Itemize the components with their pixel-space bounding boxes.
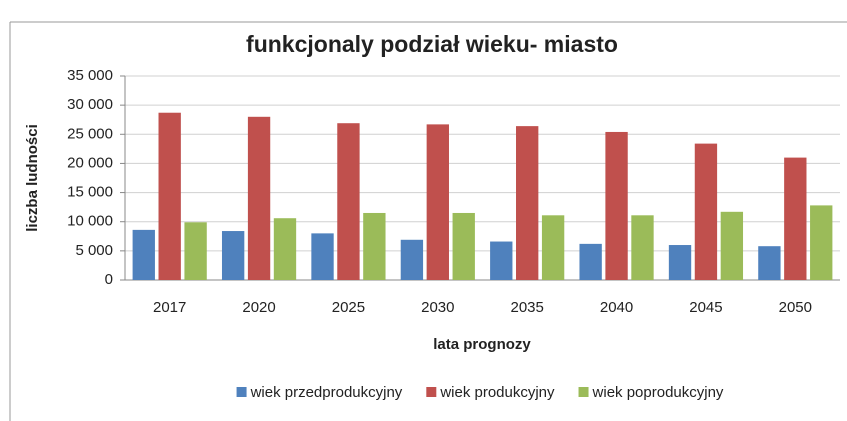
x-tick-label: 2017 (153, 299, 186, 316)
x-tick-label: 2020 (242, 299, 275, 316)
y-axis-title: liczba ludności (24, 124, 41, 232)
bar (273, 218, 297, 280)
y-tick-label: 30 000 (67, 96, 113, 113)
x-tick-label: 2030 (421, 299, 454, 316)
bar (247, 116, 271, 280)
chart-title: funkcjonaly podział wieku- miasto (246, 31, 618, 57)
bar (758, 246, 781, 280)
bar (516, 126, 539, 280)
legend-label: wiek przedprodukcyjny (250, 384, 403, 401)
y-tick-label: 5 000 (75, 242, 113, 259)
bar (605, 131, 628, 280)
bar (158, 112, 181, 280)
bar (541, 215, 565, 280)
y-tick-label: 25 000 (67, 125, 113, 142)
y-tick-label: 10 000 (67, 213, 113, 230)
bar (720, 211, 744, 280)
y-tick-label: 35 000 (67, 67, 113, 84)
x-tick-label: 2035 (511, 299, 544, 316)
bar (631, 215, 654, 280)
bar (694, 143, 718, 280)
bar (400, 239, 424, 280)
bar (452, 212, 475, 280)
x-tick-label: 2050 (779, 299, 812, 316)
bar (221, 231, 245, 280)
y-tick-label: 15 000 (67, 184, 113, 201)
bar (311, 233, 334, 280)
bar (579, 243, 602, 280)
bar (668, 245, 692, 280)
bar (132, 229, 155, 280)
x-tick-label: 2025 (332, 299, 365, 316)
bar (363, 212, 386, 280)
bar (184, 222, 207, 280)
legend-swatch (578, 387, 589, 397)
x-tick-label: 2045 (689, 299, 722, 316)
bar (784, 157, 807, 280)
y-tick-label: 0 (105, 271, 113, 288)
bar (810, 205, 833, 280)
legend-swatch (236, 387, 247, 397)
legend-label: wiek produkcyjny (439, 384, 555, 401)
legend-label: wiek poprodukcyjny (592, 384, 724, 401)
y-tick-label: 20 000 (67, 154, 113, 171)
legend-swatch (426, 387, 437, 397)
x-tick-label: 2040 (600, 299, 633, 316)
bar (337, 123, 360, 280)
bar (426, 124, 449, 281)
bar (490, 241, 513, 280)
x-axis-title: lata prognozy (433, 336, 531, 353)
